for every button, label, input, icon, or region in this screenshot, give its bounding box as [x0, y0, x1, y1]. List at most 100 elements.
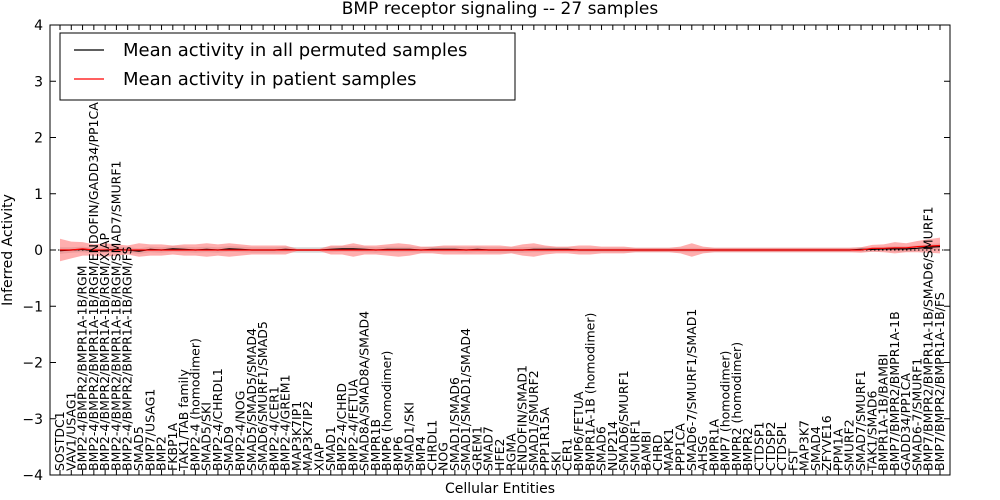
x-tick-label: BMP2-4/NOG: [233, 391, 248, 471]
x-tick-label: SMAD1/SMURF2: [526, 370, 541, 471]
y-tick-label: −1: [22, 299, 43, 315]
x-tick-label: PPP1CA: [673, 423, 688, 471]
series-lines: [59, 244, 941, 252]
x-tick-label: GADD34/PP1CA: [898, 373, 913, 471]
x-tick-label: SMAD1/SKI: [402, 402, 417, 471]
x-tick-label: BMP6/FETUA: [571, 391, 586, 471]
legend-label-permuted: Mean activity in all permuted samples: [123, 40, 467, 61]
x-tick-label: SMAD6/SMURF1/SMAD5: [255, 321, 270, 471]
x-tick-label: SMAD7/SMURF1: [853, 370, 868, 471]
x-tick-label: BMPR1A: [706, 418, 721, 471]
y-tick-label: 3: [34, 74, 43, 90]
x-tick-label: BMP2-4/BMPR2/BMPR1A-1B/RGM: [75, 266, 90, 472]
x-tick-label: SMAD7: [481, 426, 496, 471]
x-axis-label: Cellular Entities: [445, 481, 555, 497]
x-tick-label: XIAP: [312, 442, 327, 471]
x-tick-label: MAP3K7IP2: [300, 401, 315, 471]
y-tick-label: 2: [34, 131, 43, 147]
x-tick-label: BMP2-4/BMPR2/BMPR1A-1B/RGM/XIAP: [97, 232, 112, 471]
y-tick-label: −3: [22, 412, 43, 428]
x-tick-label: SMAD8A/SMAD8A/SMAD4: [357, 311, 372, 471]
x-tick-label: FKBP1A: [165, 423, 180, 471]
legend-label-patient: Mean activity in patient samples: [123, 69, 417, 90]
x-tick-label: RGMA: [503, 433, 518, 471]
x-tick-label: BMP7/BMPR2/BMPR1A-1B: [887, 311, 902, 471]
x-tick-label: SMURF1: [627, 419, 642, 471]
chart-title: BMP receptor signaling -- 27 samples: [342, 0, 659, 19]
x-tick-label: NOG: [436, 442, 451, 471]
x-tick-label: SOSTDC1: [52, 411, 67, 471]
legend-box: [59, 32, 516, 101]
x-tick-label: NUP214: [605, 421, 620, 471]
x-tick-label: SMAD1: [323, 426, 338, 471]
x-tick-label: BMP7/USAG1: [142, 389, 157, 471]
x-tick-label: BMP7/BMPR2/BMPR1A-1B/FS: [932, 292, 947, 471]
x-tick-label: BMP2-4/CHRD: [334, 383, 349, 471]
x-tick-label: SMAD6/SMURF1: [616, 370, 631, 471]
x-tick-label: SMAD5: [131, 426, 146, 471]
x-tick-label: SMAD4: [808, 426, 823, 471]
x-tick-label: BMP6 (homodimer): [379, 351, 394, 471]
x-tick-label: BMP6: [391, 436, 406, 471]
x-tick-label: CTDSP1: [752, 422, 767, 471]
x-tick-label: MAP3K7: [797, 420, 812, 471]
x-tick-label: BMP2-4 (homodimer): [187, 338, 202, 471]
x-tick-label: SMURF2: [842, 419, 857, 471]
x-tick-label: CHRDL1: [424, 420, 439, 471]
x-tick-label: TAK1/TAB family: [176, 368, 191, 472]
x-tick-label: SKI: [548, 451, 563, 471]
x-tick-label: BMP2-4/BMPR2/BMPR1A-1B/RGM/ENDOFIN/GADD3…: [86, 102, 101, 471]
x-tick-label: BMP7/BMPR2/BMPR1A-1B/SMAD6/SMURF1: [921, 206, 936, 471]
x-tick-label: CTDSPL: [774, 423, 789, 471]
x-tick-label: BMPR1A-1B/BAMBI: [876, 354, 891, 471]
x-tick-label: BMP7 (homodimer): [718, 351, 733, 471]
x-tick-label: BMP2: [154, 436, 169, 471]
x-tick-label: BMP2-4/BMPR2/BMPR1A-1B/RGM/SMAD7/SMURF1: [108, 161, 123, 471]
y-tick-label: 1: [34, 187, 43, 203]
y-tick-label: 4: [34, 18, 43, 34]
x-tick-label: BAMBI: [639, 431, 654, 471]
y-axis-label: Inferred Activity: [0, 194, 16, 306]
x-tick-label: AHSG: [695, 435, 710, 471]
x-tick-label: MAPK1: [661, 428, 676, 471]
y-tick-label: 0: [34, 243, 43, 259]
x-tick-label: BMP2-4/BMPR2/BMPR1A-1B/RGM/FS: [120, 246, 135, 471]
x-tick-label: TAK1/SMAD6: [864, 391, 879, 472]
x-tick-label: BMP2-4/GREM1: [278, 374, 293, 471]
x-tick-label: SMAD6: [594, 426, 609, 471]
x-tick-label: BMPR2 (homodimer): [729, 342, 744, 471]
x-tick-label: CHRD: [650, 435, 665, 471]
x-tick-label: BMP2-4/CER1: [266, 386, 281, 471]
y-tick-label: −4: [22, 468, 43, 484]
x-tick-label: FST: [785, 448, 800, 471]
x-tick-label: BMP2-4/FETUA: [345, 379, 360, 471]
x-tick-label: CTDSP2: [763, 422, 778, 471]
x-axis: SOSTDC1VAV1/USAG1BMP2-4/BMPR2/BMPR1A-1B/…: [52, 25, 947, 475]
x-tick-label: BMPR2: [740, 427, 755, 471]
x-tick-label: SMAD1/SMAD1/SMAD4: [458, 328, 473, 471]
x-tick-label: VAV1/USAG1: [63, 391, 78, 471]
x-tick-label: PPM1A: [831, 428, 846, 471]
x-tick-label: PPP1R15A: [537, 407, 552, 471]
x-tick-label: SMAD9: [221, 426, 236, 471]
x-tick-label: SMAD1/SMAD6: [447, 377, 462, 471]
legend: Mean activity in all permuted samples Me…: [59, 32, 516, 101]
x-tick-label: ZFYVE16: [819, 415, 834, 471]
x-tick-label: BMPR1A-1B (homodimer): [582, 313, 597, 471]
y-tick-label: −2: [22, 356, 43, 372]
y-axis: −4 −3 −2 −1 0 1 2 3 4: [22, 18, 950, 484]
x-tick-label: SMAD6-7/SMURF1/SMAD1: [684, 309, 699, 471]
x-tick-label: CER1: [560, 438, 575, 471]
x-tick-label: SMAD5/SMAD5/SMAD4: [244, 328, 259, 471]
x-tick-label: BMPR1B: [368, 419, 383, 471]
x-tick-label: BMP4: [413, 436, 428, 471]
x-tick-label: BMP2-4/CHRDL1: [210, 368, 225, 471]
x-tick-label: HFE2: [492, 439, 507, 471]
x-tick-label: ENDOFIN/SMAD1: [515, 365, 530, 471]
x-tick-label: GREM1: [469, 426, 484, 471]
x-tick-label: MAP3K7IP1: [289, 401, 304, 471]
series-line-patient: [60, 244, 941, 251]
x-tick-label: SMAD5/SKI: [199, 402, 214, 471]
x-tick-label: SMAD6-7/SMURF1: [909, 358, 924, 471]
